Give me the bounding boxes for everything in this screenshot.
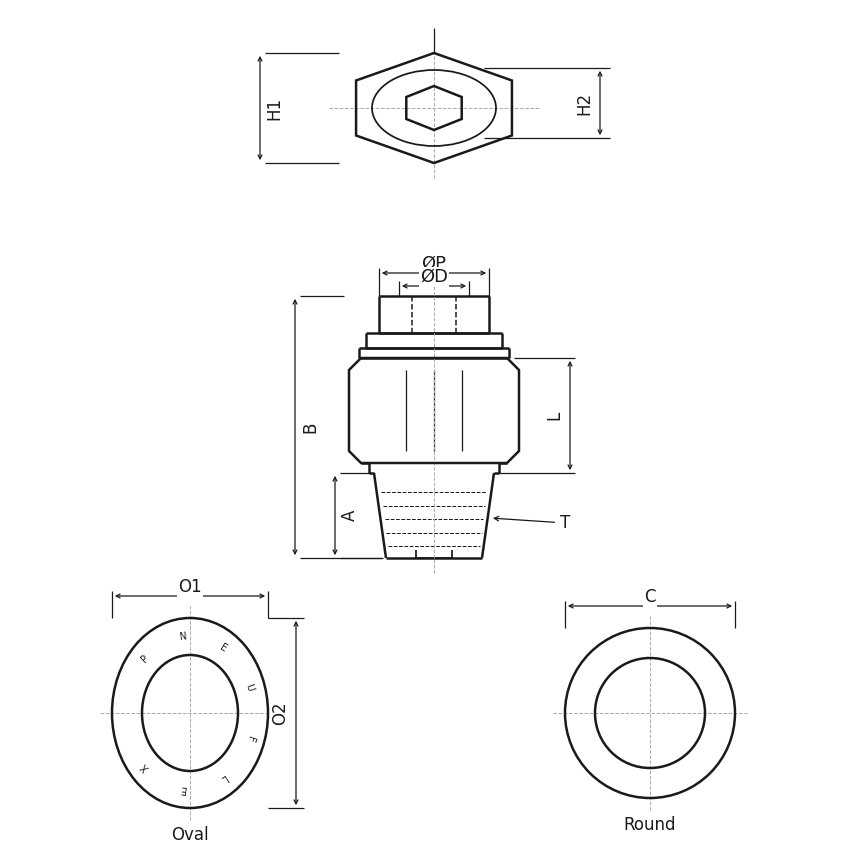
Text: Round: Round: [624, 816, 676, 834]
Text: L: L: [545, 411, 563, 420]
Text: F: F: [244, 734, 255, 742]
Text: H2: H2: [575, 91, 593, 115]
Text: ØD: ØD: [420, 268, 448, 286]
Text: H1: H1: [265, 96, 283, 120]
Text: E: E: [180, 784, 187, 794]
Text: T: T: [494, 514, 570, 532]
Text: P: P: [140, 654, 151, 665]
Text: A: A: [341, 510, 359, 521]
Text: Oval: Oval: [171, 826, 209, 844]
Text: O2: O2: [271, 701, 289, 725]
Text: X: X: [140, 761, 151, 773]
Text: E: E: [218, 642, 229, 654]
Text: ØP: ØP: [422, 255, 446, 273]
Text: C: C: [644, 588, 655, 606]
Text: N: N: [179, 632, 187, 642]
Text: U: U: [244, 683, 255, 693]
Text: L: L: [219, 772, 228, 784]
Text: O1: O1: [178, 578, 202, 596]
Text: B: B: [301, 421, 319, 432]
